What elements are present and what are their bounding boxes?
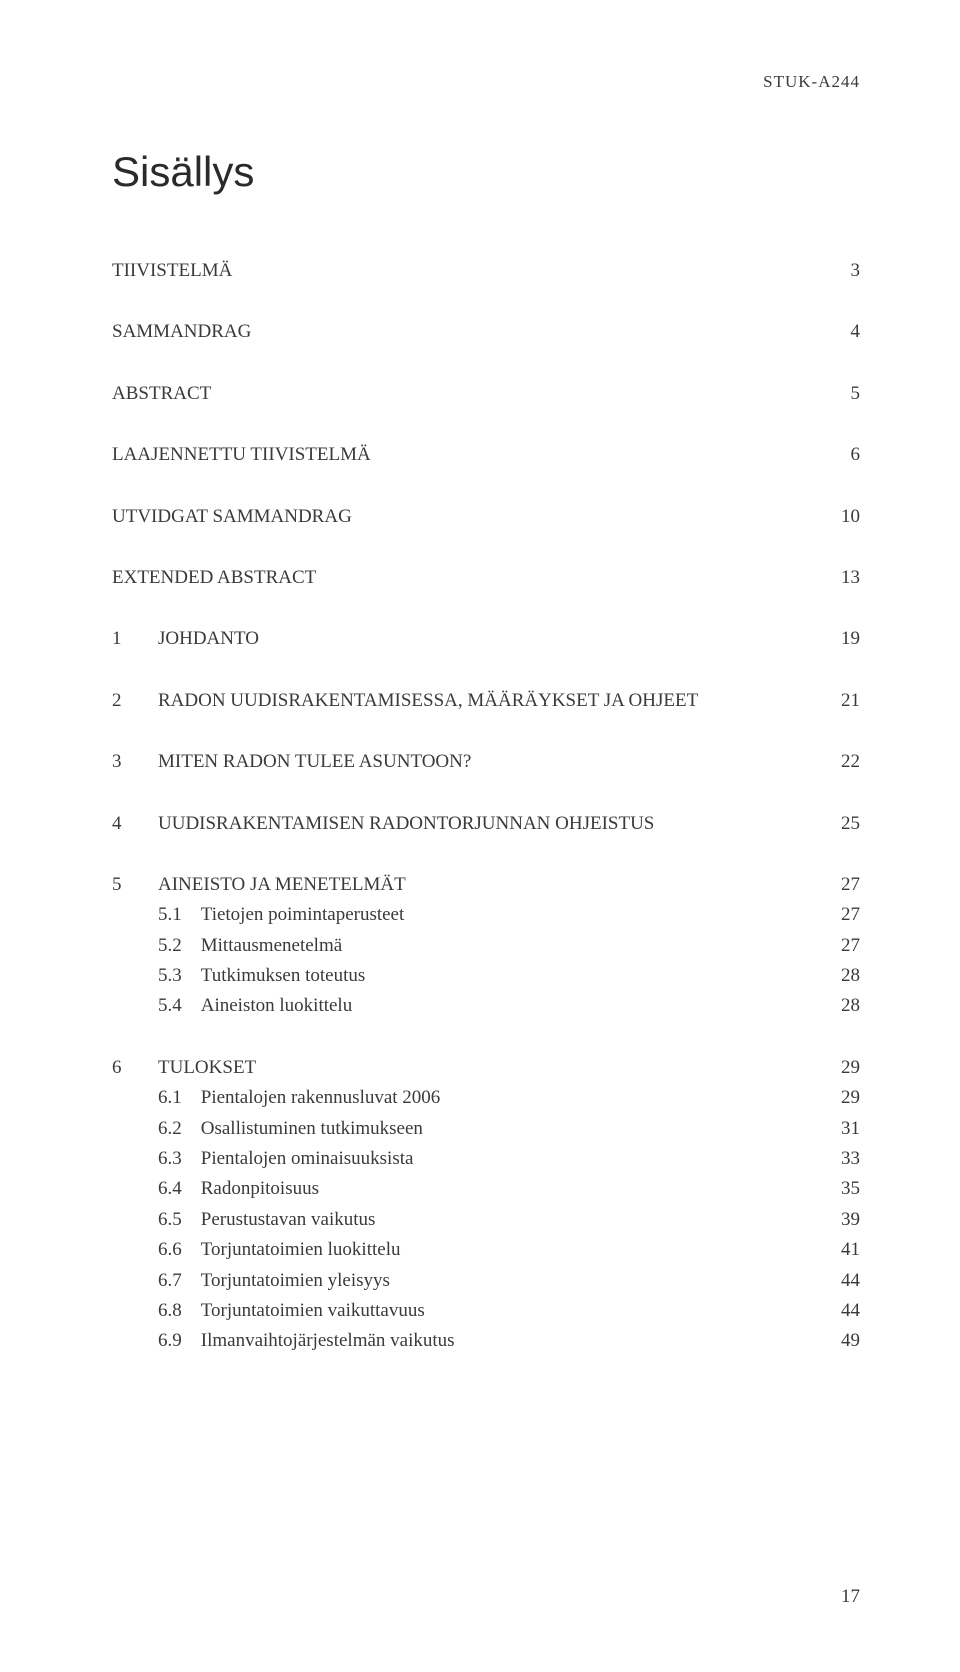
toc-sub-label: 6.1 Pientalojen rakennusluvat 2006 (158, 1083, 440, 1113)
toc-chapter-number: 6 (112, 1053, 158, 1083)
toc-label: UUDISRAKENTAMISEN RADONTORJUNNAN OHJEIST… (158, 809, 654, 839)
toc-label: JOHDANTO (158, 624, 259, 654)
toc-entry: 3MITEN RADON TULEE ASUNTOON? 22 (112, 747, 860, 777)
toc-sub-label: 6.5 Perustustavan vaikutus (158, 1205, 375, 1235)
toc-label: TIIVISTELMÄ (112, 256, 232, 286)
page-number: 17 (841, 1586, 860, 1608)
toc-chapter-number: 2 (112, 686, 158, 716)
toc-entry: 6.7 Torjuntatoimien yleisyys 44 (112, 1266, 860, 1296)
toc-sub-label: 6.4 Radonpitoisuus (158, 1174, 319, 1204)
toc-entry: ABSTRACT 5 (112, 379, 860, 409)
toc-entry: 6.5 Perustustavan vaikutus 39 (112, 1205, 860, 1235)
toc-page-number: 35 (841, 1174, 860, 1204)
toc-sub-label: 5.2 Mittausmenetelmä (158, 931, 342, 961)
toc-page-number: 39 (841, 1205, 860, 1235)
toc-entry: 6.9 Ilmanvaihtojärjestelmän vaikutus 49 (112, 1326, 860, 1356)
toc-page-number: 27 (841, 931, 860, 961)
toc-entry: SAMMANDRAG 4 (112, 317, 860, 347)
toc-entry: 6.6 Torjuntatoimien luokittelu 41 (112, 1235, 860, 1265)
toc-page-number: 3 (851, 256, 861, 286)
header-label: STUK-A244 (763, 72, 860, 91)
toc-page-number: 10 (841, 502, 860, 532)
toc-sub-label: 6.6 Torjuntatoimien luokittelu (158, 1235, 400, 1265)
toc-entry: TIIVISTELMÄ 3 (112, 256, 860, 286)
toc-label: TULOKSET (158, 1053, 256, 1083)
toc-entry: 6.2 Osallistuminen tutkimukseen 31 (112, 1114, 860, 1144)
toc-page-number: 13 (841, 563, 860, 593)
toc-entry: 6TULOKSET 29 (112, 1053, 860, 1083)
toc-page-number: 41 (841, 1235, 860, 1265)
toc-page-number: 21 (841, 686, 860, 716)
toc-chapter-number: 1 (112, 624, 158, 654)
toc-label: ABSTRACT (112, 379, 211, 409)
toc-sub-label: 6.9 Ilmanvaihtojärjestelmän vaikutus (158, 1326, 455, 1356)
toc-label: RADON UUDISRAKENTAMISESSA, MÄÄRÄYKSET JA… (158, 686, 698, 716)
toc-page-number: 22 (841, 747, 860, 777)
toc-page-number: 27 (841, 900, 860, 930)
toc-page-number: 29 (841, 1083, 860, 1113)
toc-page-number: 44 (841, 1266, 860, 1296)
toc-label: LAAJENNETTU TIIVISTELMÄ (112, 440, 371, 470)
toc-entry: 5.2 Mittausmenetelmä 27 (112, 931, 860, 961)
toc-page-number: 49 (841, 1326, 860, 1356)
toc-entry: 6.8 Torjuntatoimien vaikuttavuus 44 (112, 1296, 860, 1326)
toc-entry: 1JOHDANTO 19 (112, 624, 860, 654)
toc-page-number: 28 (841, 991, 860, 1021)
toc-sub-label: 5.4 Aineiston luokittelu (158, 991, 352, 1021)
toc-entry: 5.4 Aineiston luokittelu 28 (112, 991, 860, 1021)
toc-chapter-number: 4 (112, 809, 158, 839)
toc-page-number: 29 (841, 1053, 860, 1083)
toc-sub-label: 6.8 Torjuntatoimien vaikuttavuus (158, 1296, 425, 1326)
toc-entry: 5.1 Tietojen poimintaperusteet 27 (112, 900, 860, 930)
toc-chapter-number: 5 (112, 870, 158, 900)
toc-sub-label: 6.7 Torjuntatoimien yleisyys (158, 1266, 390, 1296)
toc-page-number: 4 (851, 317, 861, 347)
toc-entry: 6.3 Pientalojen ominaisuuksista 33 (112, 1144, 860, 1174)
toc-entry: EXTENDED ABSTRACT 13 (112, 563, 860, 593)
toc-page-number: 25 (841, 809, 860, 839)
toc-entry: 5AINEISTO JA MENETELMÄT 27 (112, 870, 860, 900)
header: STUK-A244 (112, 72, 860, 92)
page-title: Sisällys (112, 148, 860, 196)
toc-page-number: 19 (841, 624, 860, 654)
toc-page-number: 28 (841, 961, 860, 991)
toc-entry: UTVIDGAT SAMMANDRAG 10 (112, 502, 860, 532)
toc-entry: 6.4 Radonpitoisuus 35 (112, 1174, 860, 1204)
toc-page-number: 31 (841, 1114, 860, 1144)
toc-page-number: 5 (851, 379, 861, 409)
toc-entry: 2RADON UUDISRAKENTAMISESSA, MÄÄRÄYKSET J… (112, 686, 860, 716)
toc-label: AINEISTO JA MENETELMÄT (158, 870, 406, 900)
toc-page-number: 44 (841, 1296, 860, 1326)
toc-label: MITEN RADON TULEE ASUNTOON? (158, 747, 471, 777)
toc-entry: LAAJENNETTU TIIVISTELMÄ 6 (112, 440, 860, 470)
toc-label: UTVIDGAT SAMMANDRAG (112, 502, 352, 532)
toc: TIIVISTELMÄ 3 SAMMANDRAG 4 ABSTRACT 5 LAAJENNE… (112, 256, 860, 1357)
toc-sub-label: 6.3 Pientalojen ominaisuuksista (158, 1144, 413, 1174)
toc-sub-label: 6.2 Osallistuminen tutkimukseen (158, 1114, 423, 1144)
toc-sub-label: 5.3 Tutkimuksen toteutus (158, 961, 365, 991)
page: STUK-A244 Sisällys TIIVISTELMÄ 3 SAMMANDRA… (0, 0, 960, 1357)
toc-entry: 5.3 Tutkimuksen toteutus 28 (112, 961, 860, 991)
toc-page-number: 27 (841, 870, 860, 900)
toc-label: EXTENDED ABSTRACT (112, 563, 316, 593)
toc-page-number: 33 (841, 1144, 860, 1174)
toc-entry: 4UUDISRAKENTAMISEN RADONTORJUNNAN OHJEIS… (112, 809, 860, 839)
toc-page-number: 6 (851, 440, 861, 470)
toc-label: SAMMANDRAG (112, 317, 251, 347)
toc-sub-label: 5.1 Tietojen poimintaperusteet (158, 900, 404, 930)
toc-entry: 6.1 Pientalojen rakennusluvat 2006 29 (112, 1083, 860, 1113)
toc-chapter-number: 3 (112, 747, 158, 777)
